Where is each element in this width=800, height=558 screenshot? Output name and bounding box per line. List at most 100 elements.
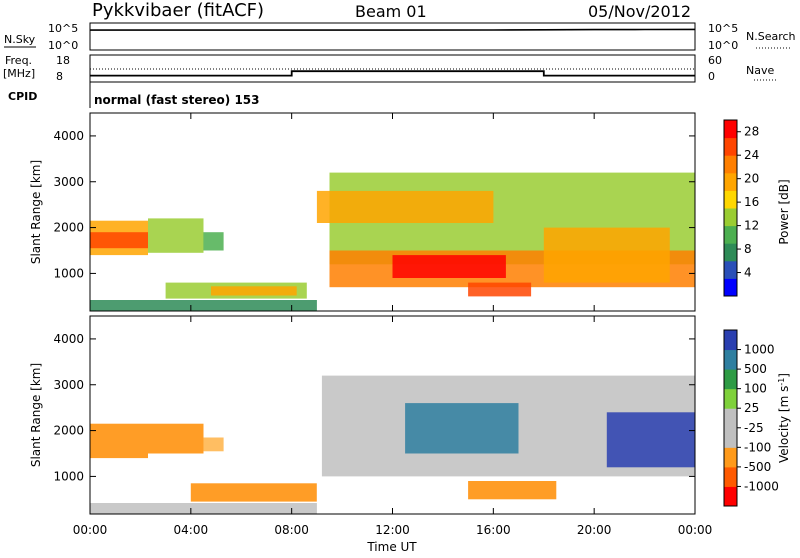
velocity-title-suffix: ] <box>777 373 791 378</box>
x-axis-title: Time UT <box>366 540 417 554</box>
noise-right-tick-top: 10^5 <box>708 22 738 35</box>
velocity-colorbar-seg-0 <box>724 486 737 507</box>
velocity-region-3 <box>90 503 317 514</box>
power-colorbar-seg-6 <box>724 172 737 191</box>
velocity-cbar-tick-4: -25 <box>744 421 764 435</box>
power-cbar-tick-5: 8 <box>744 242 752 256</box>
x-tick-label-1: 04:00 <box>174 523 209 537</box>
power-colorbar-seg-9 <box>724 120 737 139</box>
power-colorbar-frame <box>723 119 738 297</box>
velocity-colorbar-seg-1 <box>724 466 737 487</box>
noise-sky-label: N.Sky <box>4 33 36 46</box>
velocity-cbar-tick-5: -100 <box>744 440 771 454</box>
velocity-cbar-tick-7: -1000 <box>744 479 779 493</box>
freq-left-tick-top: 18 <box>56 54 70 67</box>
velocity-region-7 <box>468 481 557 500</box>
velocity-y-ticks: 1000 2000 3000 4000 <box>53 332 695 483</box>
velocity-colorbar-seg-3 <box>724 427 737 448</box>
velocity-colorbar-ticks: 1000 500 100 25 -25 -100 -500 -1000 <box>737 343 779 493</box>
power-cbar-tick-0: 28 <box>744 125 759 139</box>
velocity-cbar-tick-1: 500 <box>744 362 767 376</box>
power-colorbar-seg-8 <box>724 137 737 156</box>
power-colorbar-seg-4 <box>724 208 737 227</box>
power-colorbar-seg-5 <box>724 190 737 209</box>
power-colorbar-seg-1 <box>724 260 737 279</box>
power-region-4 <box>90 300 317 311</box>
power-colorbar-title: Power [dB] <box>777 179 791 244</box>
power-cbar-tick-1: 24 <box>744 148 759 162</box>
power-ytick-label-3: 4000 <box>53 129 84 143</box>
velocity-colorbar: 1000 500 100 25 -25 -100 -500 -1000 Velocity [m… <box>723 329 791 507</box>
power-region-10 <box>468 282 532 297</box>
power-ytick-label-0: 1000 <box>53 266 84 280</box>
power-colorbar-seg-2 <box>724 243 737 262</box>
power-colorbar-seg-3 <box>724 225 737 244</box>
velocity-cbar-tick-2: 100 <box>744 382 767 396</box>
power-cbar-tick-2: 20 <box>744 172 759 186</box>
x-tick-label-2: 08:00 <box>274 523 309 537</box>
velocity-colorbar-title: Velocity [m s-1] <box>777 373 791 463</box>
power-region-11 <box>543 227 670 283</box>
noise-left-tick-bottom: 10^0 <box>48 39 78 52</box>
power-colorbar: 28 24 20 16 12 8 4 Power [dB] <box>723 119 791 297</box>
velocity-ytick-label-2: 3000 <box>53 378 84 392</box>
power-ytick-label-2: 3000 <box>53 175 84 189</box>
power-colorbar-segments <box>724 120 737 297</box>
power-y-ticks: 1000 2000 3000 4000 <box>53 129 695 280</box>
velocity-cbar-tick-0: 1000 <box>744 343 775 357</box>
noise-series-line <box>90 28 696 31</box>
velocity-colorbar-seg-7 <box>724 349 737 370</box>
x-axis-ticks: 00:00 04:00 08:00 12:00 16:00 20:00 00:00 <box>73 113 713 537</box>
velocity-region-4 <box>190 483 317 502</box>
freq-left-tick-bottom: 8 <box>56 70 63 83</box>
velocity-y-axis-title: Slant Range [km] <box>29 363 43 467</box>
velocity-panel: 1000 2000 3000 4000 Slant Range [km] <box>29 315 696 515</box>
x-tick-label-3: 12:00 <box>375 523 410 537</box>
velocity-colorbar-seg-8 <box>724 330 737 351</box>
cpid-text: normal (fast stereo) 153 <box>94 93 260 107</box>
beam-label: Beam 01 <box>355 2 427 21</box>
velocity-ytick-label-1: 2000 <box>53 424 84 438</box>
velocity-cbar-tick-3: 25 <box>744 401 759 415</box>
power-colorbar-seg-0 <box>724 278 737 297</box>
freq-right-tick-bottom: 0 <box>708 70 715 83</box>
velocity-colorbar-frame <box>723 329 738 507</box>
velocity-colorbar-seg-2 <box>724 447 737 468</box>
freq-label-line2: [MHz] <box>3 67 35 80</box>
noise-panel-frame <box>89 22 696 51</box>
velocity-cbar-tick-6: -500 <box>744 460 771 474</box>
x-tick-label-4: 16:00 <box>476 523 511 537</box>
power-region-6 <box>211 286 297 296</box>
velocity-title-exponent: -1 <box>777 378 786 386</box>
velocity-region-0 <box>90 423 148 459</box>
date-label: 05/Nov/2012 <box>588 2 691 21</box>
velocity-colorbar-seg-5 <box>724 388 737 409</box>
freq-series-line <box>90 70 695 77</box>
power-cbar-tick-4: 12 <box>744 219 759 233</box>
velocity-colorbar-seg-6 <box>724 369 737 390</box>
freq-right-tick-top: 60 <box>708 54 722 67</box>
power-ytick-label-1: 2000 <box>53 221 84 235</box>
freq-panel: Freq. [MHz] 18 8 60 0 Nave <box>3 54 778 83</box>
power-region-9 <box>392 255 506 278</box>
power-cbar-tick-3: 16 <box>744 195 759 209</box>
velocity-region-2 <box>203 437 224 452</box>
x-tick-label-6: 00:00 <box>678 523 713 537</box>
power-cbar-tick-6: 4 <box>744 266 752 280</box>
velocity-colorbar-seg-4 <box>724 408 737 429</box>
velocity-ytick-label-3: 4000 <box>53 332 84 346</box>
power-region-12 <box>316 190 494 223</box>
x-tick-label-5: 20:00 <box>577 523 612 537</box>
cpid-label: CPID <box>8 90 37 103</box>
power-colorbar-seg-7 <box>724 155 737 174</box>
velocity-title-main: Velocity [m s <box>777 386 791 463</box>
x-tick-label-0: 00:00 <box>73 523 108 537</box>
noise-panel: N.Sky 10^5 10^0 10^5 10^0 N.Search <box>4 22 796 52</box>
velocity-colorbar-segments <box>724 330 737 507</box>
velocity-heatmap <box>90 375 695 514</box>
power-region-2 <box>148 218 204 253</box>
power-region-1 <box>90 232 148 249</box>
freq-label-line1: Freq. <box>5 54 32 67</box>
